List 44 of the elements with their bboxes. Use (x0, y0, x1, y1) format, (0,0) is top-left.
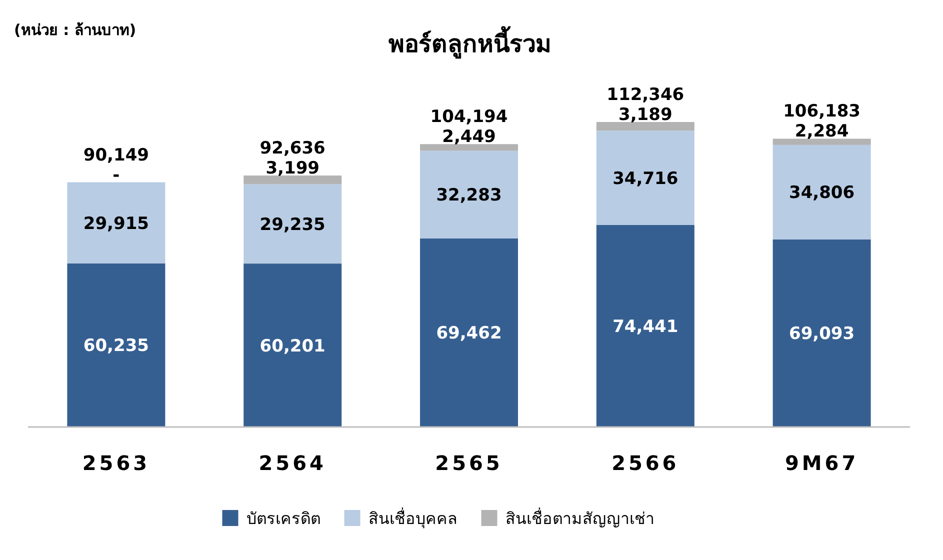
data-label: 34,806 (788, 183, 855, 204)
data-label: 60,235 (83, 336, 150, 356)
data-label: 3,199 (266, 158, 320, 179)
data-label: 2,449 (442, 127, 496, 148)
total-label: 90,149 (83, 145, 150, 166)
bar (244, 184, 342, 264)
data-label: 3,189 (618, 105, 672, 125)
data-label: 74,441 (612, 316, 678, 337)
bar (244, 264, 342, 427)
data-label: 69,462 (436, 324, 502, 344)
x-tick-label: 9M67 (784, 451, 859, 475)
total-label: 104,194 (430, 107, 508, 128)
data-label: 32,283 (436, 186, 502, 206)
bar (772, 138, 871, 145)
bar (772, 239, 871, 427)
data-label: 69,093 (788, 324, 855, 344)
bar (420, 150, 518, 238)
data-label: - (112, 165, 120, 186)
data-label: 29,235 (260, 214, 326, 235)
bar (244, 176, 342, 184)
text: (หน่วย : ล้านบาท) (14, 21, 136, 39)
x-tick-label: 2565 (435, 451, 503, 475)
total-label: 112,346 (606, 85, 684, 105)
chart-title: พอร์ตลูกหนี้รวม (388, 25, 552, 59)
data-label: 29,915 (83, 214, 150, 234)
x-tick-label: 2564 (258, 451, 326, 475)
bar (67, 263, 166, 427)
total-label: 92,636 (260, 138, 326, 159)
legend-label: บัตรเครดิต (246, 509, 320, 528)
data-label: 34,716 (612, 168, 678, 189)
bar (596, 130, 694, 225)
total-label: 106,183 (783, 102, 861, 122)
bar (420, 144, 518, 151)
bar (596, 122, 694, 131)
data-label: 2,284 (794, 122, 849, 142)
bar (420, 238, 518, 427)
x-tick-label: 2563 (82, 451, 150, 475)
legend-label: สินเชื่อบุคคล (368, 507, 458, 529)
legend-label: สินเชื่อตามสัญญาเช่า (505, 507, 654, 528)
data-label: 60,201 (260, 336, 326, 356)
bar (596, 224, 694, 427)
bar (772, 144, 871, 240)
x-tick-label: 2566 (612, 451, 680, 475)
bar (67, 182, 166, 264)
